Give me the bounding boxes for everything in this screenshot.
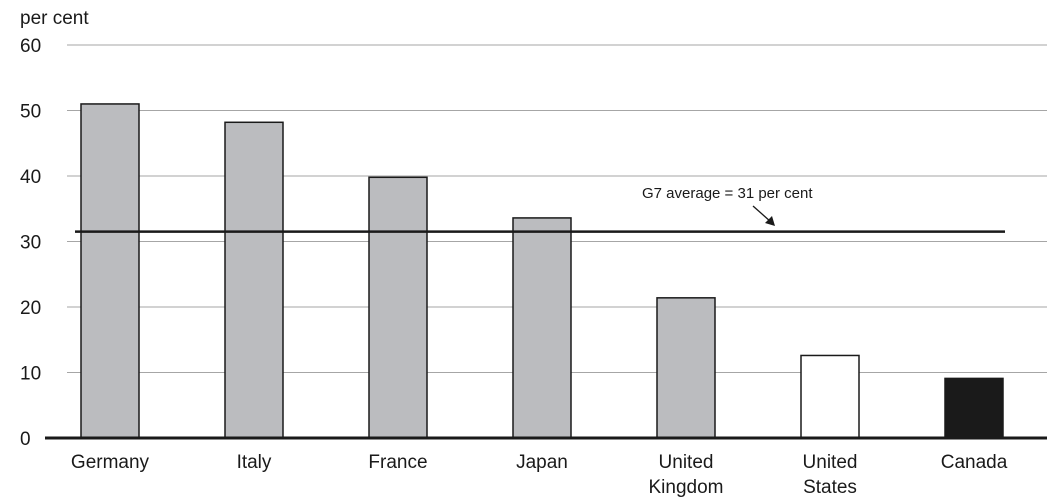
x-tick-label: France bbox=[368, 452, 427, 473]
bar bbox=[800, 354, 860, 439]
g7-average-arrow bbox=[752, 205, 772, 223]
g7-average-label: G7 average = 31 per cent bbox=[642, 185, 813, 202]
bar bbox=[80, 103, 140, 439]
x-tick-label: United States bbox=[803, 452, 858, 498]
y-tick-labels: 0 10 20 30 40 50 60 bbox=[20, 36, 41, 450]
y-tick-label: 60 bbox=[20, 36, 41, 57]
x-tick-label: Japan bbox=[516, 452, 568, 473]
y-tick-label: 50 bbox=[20, 102, 41, 123]
x-tick-label: Germany bbox=[71, 452, 150, 473]
bar bbox=[368, 176, 428, 439]
g7-average: G7 average = 31 per cent bbox=[75, 185, 1005, 233]
y-tick-label: 30 bbox=[20, 233, 41, 254]
g7-average-arrowhead bbox=[765, 216, 775, 226]
y-tick-label: 10 bbox=[20, 364, 41, 385]
bar bbox=[944, 377, 1004, 439]
x-tick-label: Italy bbox=[237, 452, 272, 473]
bar bbox=[656, 297, 716, 439]
y-tick-label: 40 bbox=[20, 167, 41, 188]
bar bbox=[512, 217, 572, 439]
bar bbox=[224, 121, 284, 439]
y-tick-label: 20 bbox=[20, 298, 41, 319]
bars bbox=[80, 103, 1004, 439]
x-tick-labels: Germany Italy France Japan United Kingdom Unit… bbox=[71, 452, 1008, 498]
y-tick-label: 0 bbox=[20, 429, 31, 450]
y-axis-label: per cent bbox=[20, 8, 89, 29]
x-tick-label: United Kingdom bbox=[649, 452, 724, 498]
x-tick-label: Canada bbox=[941, 452, 1008, 473]
